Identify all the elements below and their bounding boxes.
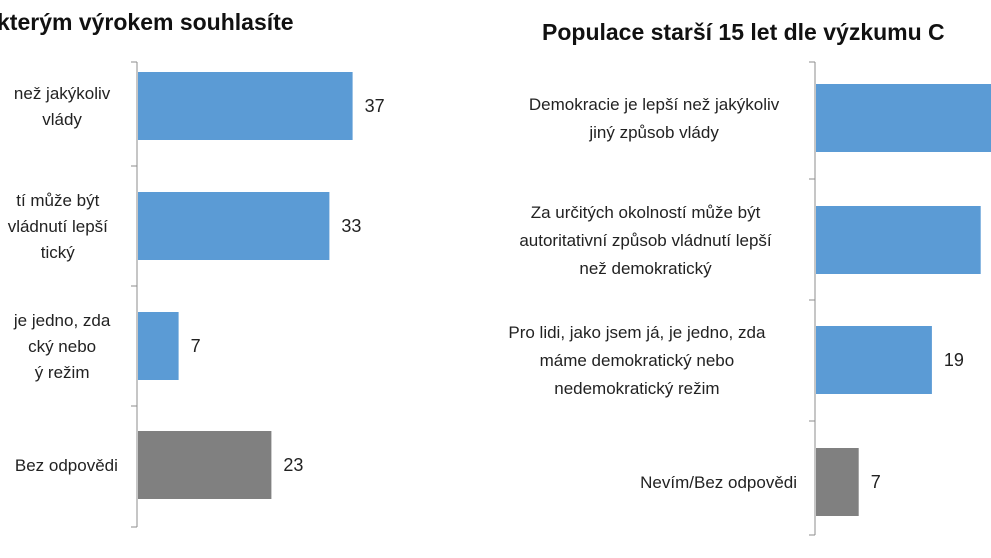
data-label: 37 [365,96,385,116]
category-label: tí může být vládnutí lepší tický [8,191,108,262]
bar [816,206,981,274]
data-label: 7 [191,336,201,356]
category-label: je jedno, zda cký nebo ý režim [13,311,111,382]
data-label: 23 [283,455,303,475]
chart-title: kterým výrokem souhlasíte [0,9,294,35]
category-label: než jakýkoliv vlády [14,84,111,129]
data-label: 7 [871,472,881,492]
chart-title: Populace starší 15 let dle výzkumu C [542,19,945,45]
data-label: 33 [341,216,361,236]
category-label: Pro lidi, jako jsem já, je jedno, zda mám… [508,323,766,398]
category-label: Za určitých okolností může být autoritati… [519,203,772,278]
bar [816,326,932,394]
bar [138,431,272,499]
chart-plot: Demokracie je lepší než jakýkoliv jiný zp… [508,61,991,536]
bar [138,312,179,380]
chart-right: Populace starší 15 let dle výzkumu C Dem… [470,0,991,558]
chart-left: kterým výrokem souhlasíte 37 než jakýkoli… [0,0,470,558]
category-label: Bez odpovědi [15,456,118,475]
bar [138,72,353,140]
data-label: 19 [944,350,964,370]
bar [816,84,991,152]
category-label: Demokracie je lepší než jakýkoliv jiný zp… [529,95,780,142]
chart-plot: 37 než jakýkoliv vlády 33 tí může být vládnut… [8,61,385,528]
bar [138,192,330,260]
category-label: Nevím/Bez odpovědi [640,473,797,492]
bar [816,448,859,516]
